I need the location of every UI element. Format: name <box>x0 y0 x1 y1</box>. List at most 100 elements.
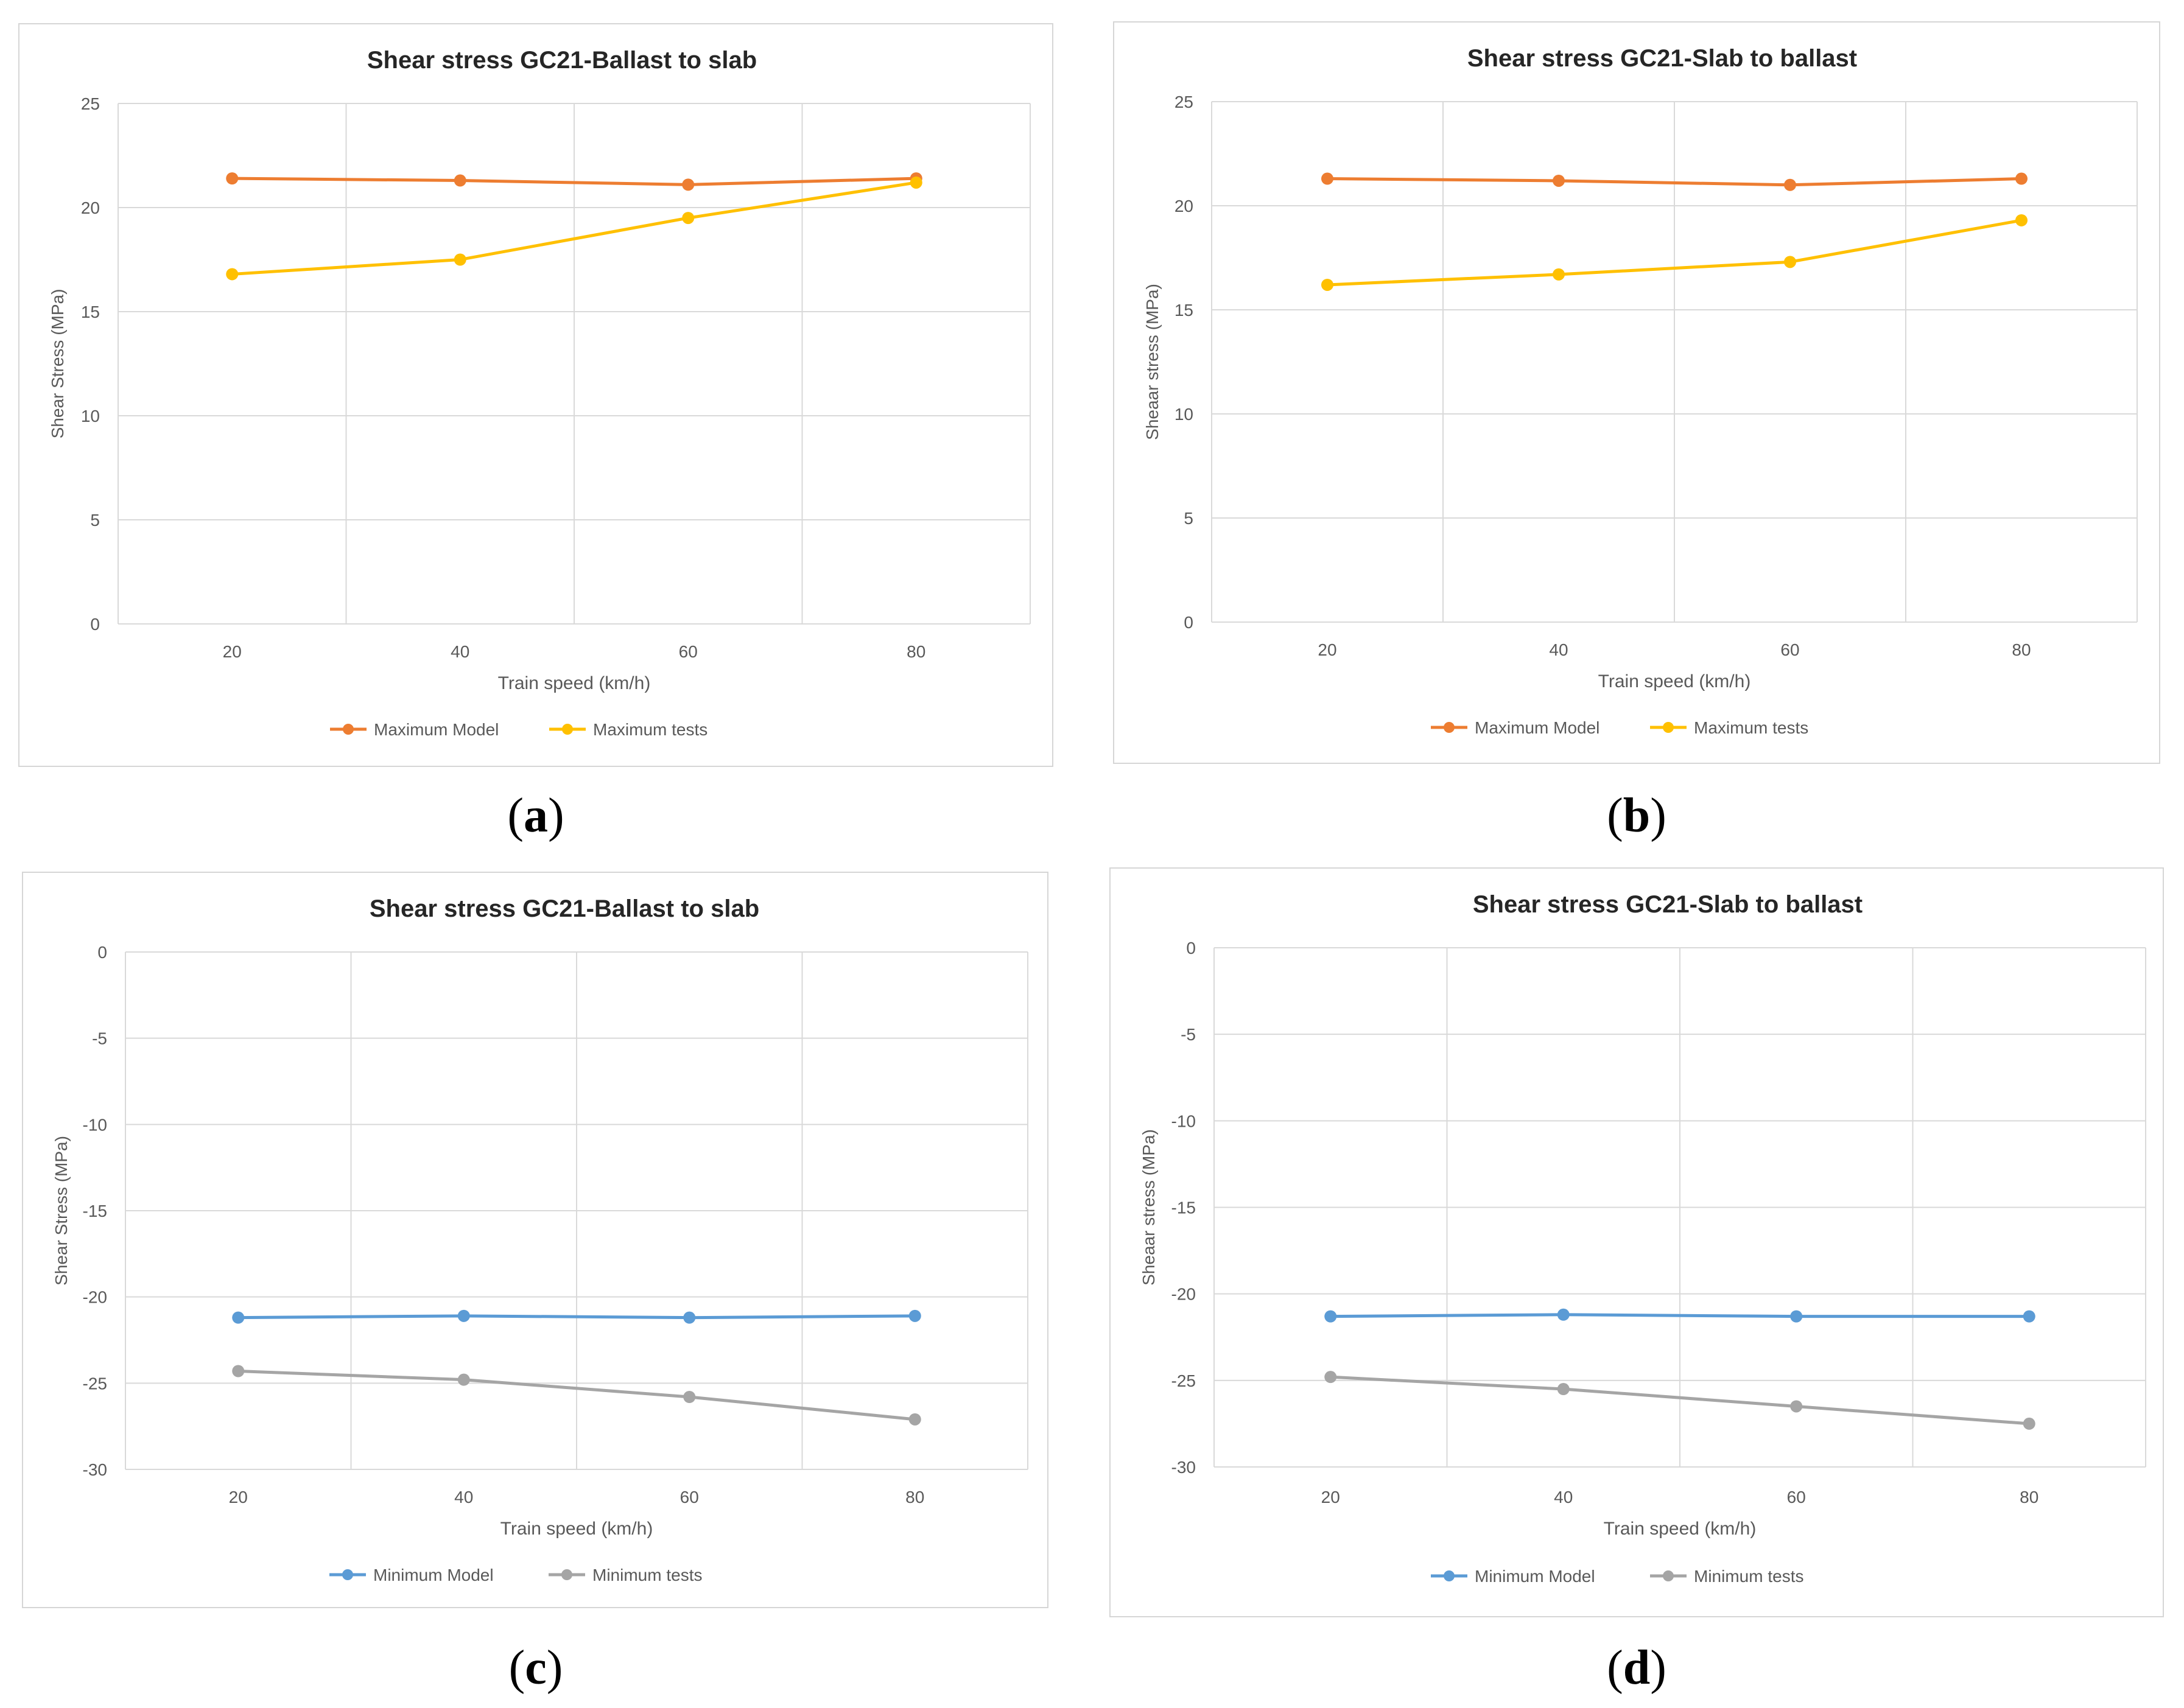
data-point <box>232 1311 245 1324</box>
data-point <box>1553 268 1565 281</box>
series-line <box>1327 219 2022 287</box>
chart-svg-b: Shear stress GC21-Slab to ballast 0 5 10 15 2… <box>1143 45 2138 737</box>
chart-panel-b: Shear stress GC21-Slab to ballast 0 5 10 15 2… <box>1113 21 2160 764</box>
x-axis-label: Train speed (km/h) <box>500 1519 653 1539</box>
x-axis-label: Train speed (km/h) <box>1598 671 1751 691</box>
x-axis-label: Train speed (km/h) <box>1604 1519 1757 1539</box>
data-point <box>1321 172 1333 185</box>
y-tick-label: -25 <box>1171 1371 1196 1390</box>
y-tick-label: -10 <box>83 1115 107 1134</box>
legend-swatch-marker <box>1663 722 1674 733</box>
y-tick-label: -30 <box>1171 1458 1196 1477</box>
series-line <box>238 1370 915 1421</box>
data-point <box>910 176 922 189</box>
y-tick-label: 25 <box>81 94 100 113</box>
x-tick-label: 20 <box>1321 1488 1340 1507</box>
y-tick-label: 15 <box>81 303 100 321</box>
x-tick-label: 80 <box>2012 640 2031 659</box>
data-point <box>226 172 239 185</box>
y-tick-label: -20 <box>1171 1285 1196 1304</box>
data-point <box>1321 278 1333 291</box>
y-tick-label: -15 <box>83 1202 107 1220</box>
y-tick-label: 15 <box>1175 301 1193 320</box>
x-tick-label: 60 <box>1787 1488 1806 1507</box>
series-line <box>232 177 916 186</box>
data-point <box>226 268 239 281</box>
y-tick-label: 0 <box>1184 613 1193 632</box>
legend-label: Minimum tests <box>1694 1567 1803 1586</box>
y-axis-label: Shear Stress (MPa) <box>48 289 67 439</box>
legend-swatch-marker <box>342 1569 353 1580</box>
data-point <box>457 1309 470 1322</box>
data-point <box>2023 1310 2035 1323</box>
y-tick-label: -5 <box>1181 1025 1196 1044</box>
data-point <box>682 178 695 191</box>
legend-swatch-marker <box>343 724 354 735</box>
caption-b: (b) <box>1607 789 1666 842</box>
series-line <box>1330 1375 2029 1426</box>
legend-label: Maximum tests <box>1694 718 1808 737</box>
data-point <box>1790 1400 1803 1413</box>
x-tick-label: 80 <box>907 642 925 661</box>
y-tick-label: -25 <box>83 1374 107 1393</box>
data-point <box>1784 256 1796 268</box>
chart-svg-d: Shear stress GC21-Slab to ballast -30 -25 -… <box>1139 891 2146 1586</box>
series-line <box>1327 177 2022 187</box>
data-point <box>1553 174 1565 187</box>
legend-label: Minimum Model <box>373 1566 494 1584</box>
y-tick-label: 0 <box>90 615 100 634</box>
legend-swatch-marker <box>1444 722 1455 733</box>
data-point <box>1324 1310 1337 1323</box>
chart-panel-d: Shear stress GC21-Slab to ballast -30 -25 -… <box>1109 867 2164 1617</box>
chart-panel-a: Shear stress GC21-Ballast to slab 0 5 10 15 2… <box>18 23 1053 767</box>
x-tick-label: 60 <box>679 642 698 661</box>
legend-label: Minimum tests <box>592 1566 702 1584</box>
legend-label: Maximum Model <box>374 720 499 739</box>
data-point <box>1784 178 1796 191</box>
chart-title: Shear stress GC21-Ballast to slab <box>370 895 759 922</box>
caption-d: (d) <box>1607 1641 1666 1695</box>
legend-swatch-marker <box>562 724 573 735</box>
y-axis-label: Shear Stress (MPa) <box>52 1136 71 1286</box>
y-tick-label: -30 <box>83 1460 107 1479</box>
x-tick-label: 20 <box>1318 640 1336 659</box>
chart-title: Shear stress GC21-Slab to ballast <box>1473 891 1863 918</box>
y-tick-label: 0 <box>1186 939 1196 957</box>
data-point <box>457 1373 470 1386</box>
data-point <box>683 1311 696 1324</box>
data-point <box>1557 1308 1570 1321</box>
x-axis-label: Train speed (km/h) <box>498 673 651 693</box>
x-tick-label: 40 <box>451 642 469 661</box>
data-point <box>1557 1383 1570 1396</box>
y-tick-label: -5 <box>92 1029 107 1048</box>
data-point <box>908 1413 921 1426</box>
data-point <box>1790 1310 1803 1323</box>
y-axis-label: Sheaar stress (MPa) <box>1139 1129 1158 1286</box>
x-tick-label: 20 <box>223 642 242 661</box>
series-line <box>1330 1313 2029 1318</box>
y-tick-label: 20 <box>81 198 100 217</box>
chart-title: Shear stress GC21-Slab to ballast <box>1467 45 1857 72</box>
x-tick-label: 60 <box>680 1488 699 1507</box>
y-tick-label: 5 <box>90 511 100 530</box>
y-tick-label: -15 <box>1171 1199 1196 1217</box>
x-tick-label: 40 <box>1549 640 1568 659</box>
data-point <box>454 174 466 187</box>
chart-svg-c: Shear stress GC21-Ballast to slab -30 -25 -… <box>52 895 1028 1584</box>
series-line <box>238 1314 915 1320</box>
y-tick-label: 10 <box>81 407 100 425</box>
y-tick-label: -20 <box>83 1288 107 1307</box>
y-tick-label: 25 <box>1175 93 1193 111</box>
legend-label: Minimum Model <box>1475 1567 1595 1586</box>
x-tick-label: 40 <box>1554 1488 1573 1507</box>
caption-a: (a) <box>507 789 564 842</box>
x-tick-label: 40 <box>454 1488 473 1507</box>
data-point <box>682 212 695 225</box>
x-tick-label: 80 <box>2020 1488 2038 1507</box>
data-point <box>1324 1371 1337 1384</box>
legend-swatch-marker <box>561 1569 572 1580</box>
data-point <box>2015 172 2028 185</box>
y-tick-label: 10 <box>1175 405 1193 424</box>
y-tick-label: 20 <box>1175 197 1193 215</box>
y-tick-label: -10 <box>1171 1111 1196 1130</box>
